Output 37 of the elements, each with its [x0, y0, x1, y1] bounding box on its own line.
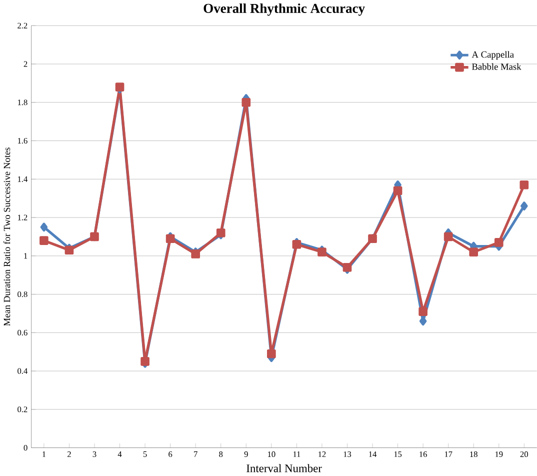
x-tick-label: 12: [318, 452, 326, 458]
x-tick-label: 8: [219, 452, 223, 458]
y-tick-label: 0.8: [18, 292, 28, 298]
legend-label: Babble Mask: [472, 63, 522, 70]
y-tick-label: 0.6: [18, 330, 28, 336]
x-tick-label: 14: [369, 452, 377, 458]
x-tick-label: 15: [394, 452, 402, 458]
x-tick-label: 9: [244, 452, 248, 458]
x-tick-label: 5: [143, 452, 147, 458]
y-tick-label: 1: [24, 253, 28, 259]
y-tick-label: 1.2: [18, 214, 28, 220]
x-axis-title: Interval Number: [246, 464, 322, 472]
x-tick-label: 4: [118, 452, 122, 458]
x-tick-label: 20: [520, 452, 528, 458]
x-tick-label: 3: [92, 452, 96, 458]
y-tick-label: 1.6: [18, 138, 28, 144]
x-tick-label: 2: [68, 452, 71, 458]
y-tick-label: 0.4: [18, 368, 28, 374]
legend-label: A Cappella: [472, 51, 514, 60]
x-tick-label: 1: [42, 452, 46, 458]
x-tick-label: 6: [168, 452, 172, 458]
y-tick-label: 1.8: [18, 100, 28, 106]
x-tick-label: 10: [268, 452, 276, 458]
x-tick-label: 16: [420, 452, 427, 458]
y-tick-label: 0.2: [18, 406, 28, 412]
x-tick-label: 7: [194, 452, 198, 458]
x-tick-label: 17: [444, 452, 452, 458]
y-axis-title: Mean Duration Ratio for Two Successive Notes: [3, 148, 10, 326]
y-tick-label: 0: [24, 445, 28, 451]
y-tick-label: 2.2: [18, 22, 28, 29]
x-tick-label: 18: [470, 452, 478, 458]
y-tick-label: 2: [24, 61, 28, 67]
x-tick-label: 11: [293, 452, 300, 458]
chart-title: Overall Rhythmic Accuracy: [204, 4, 365, 16]
x-tick-label: 13: [344, 452, 352, 458]
x-tick-label: 19: [495, 452, 503, 458]
y-tick-label: 1.4: [18, 176, 28, 182]
